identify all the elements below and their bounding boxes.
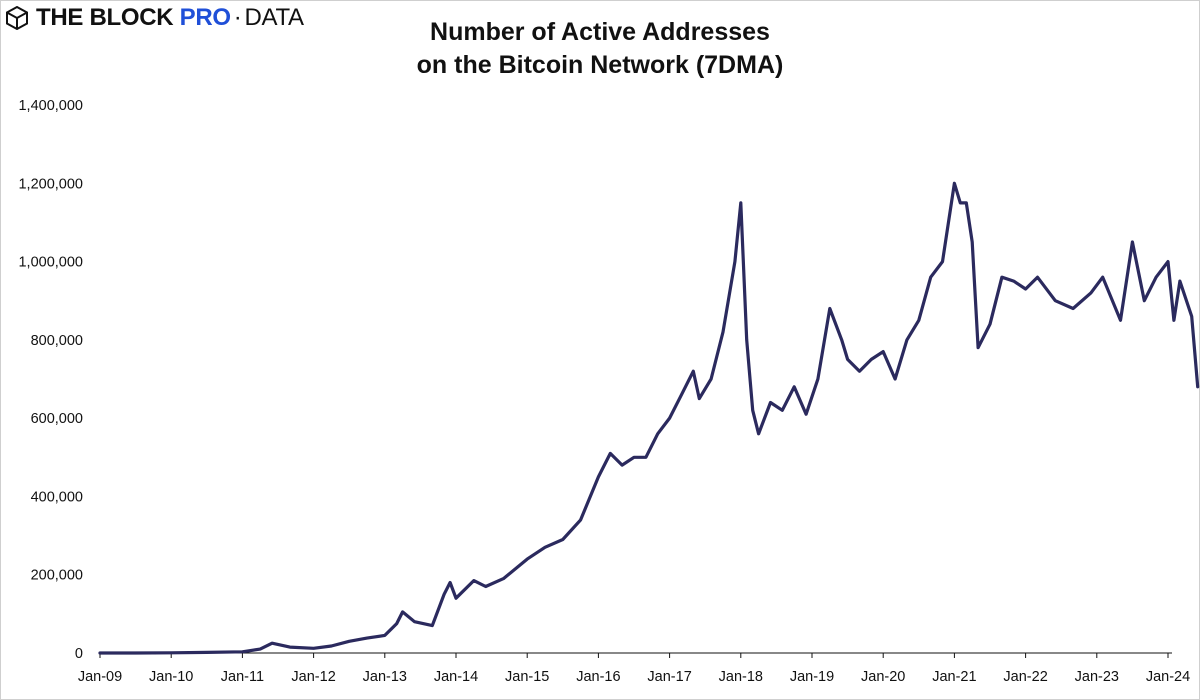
brand-logo: THE BLOCK PRO · DATA [6,4,304,32]
y-tick-label: 1,000,000 [18,255,83,271]
x-tick-label: Jan-16 [576,669,620,685]
x-tick-label: Jan-24 [1146,669,1190,685]
chart-title-line-2: on the Bitcoin Network (7DMA) [416,51,784,79]
cube-logo-icon [6,6,28,30]
brand-pro-text: PRO [179,4,231,31]
y-tick-label: 200,000 [31,568,83,584]
x-tick-label: Jan-15 [505,669,549,685]
x-tick-label: Jan-21 [932,669,976,685]
y-tick-label: 0 [75,646,83,662]
chart-title: Number of Active Addresses on the Bitcoi… [300,16,900,82]
y-tick-label: 1,400,000 [18,98,83,114]
x-tick-label: Jan-10 [149,669,193,685]
x-tick-label: Jan-23 [1075,669,1119,685]
brand-separator: · [233,4,242,31]
x-tick-label: Jan-14 [434,669,478,685]
series-layer [98,181,1200,655]
chart-title-line-1: Number of Active Addresses [430,18,770,46]
y-tick-label: 800,000 [31,333,83,349]
x-tick-label: Jan-12 [291,669,335,685]
x-tick-label: Jan-17 [647,669,691,685]
y-axis: 0 200,000 400,000 600,000 800,000 1,000,000 1,… [18,98,83,662]
x-tick-label: Jan-09 [78,669,122,685]
x-tick-label: Jan-19 [790,669,834,685]
x-axis: Jan-09 Jan-10 Jan-11 Jan-12 Jan-13 Jan-14 Jan-… [78,652,1190,685]
brand-data-text: DATA [244,4,304,31]
x-tick-label: Jan-22 [1003,669,1047,685]
brand-wordmark: THE BLOCK PRO · DATA [36,4,304,32]
y-tick-label: 1,200,000 [18,176,83,192]
x-tick-label: Jan-18 [719,669,763,685]
x-tick-label: Jan-13 [363,669,407,685]
y-tick-label: 600,000 [31,411,83,427]
y-tick-label: 400,000 [31,489,83,505]
brand-block-text: THE BLOCK [36,4,174,31]
x-tick-label: Jan-11 [221,669,264,685]
x-tick-label: Jan-20 [861,669,905,685]
series-line-0 [98,181,1200,655]
